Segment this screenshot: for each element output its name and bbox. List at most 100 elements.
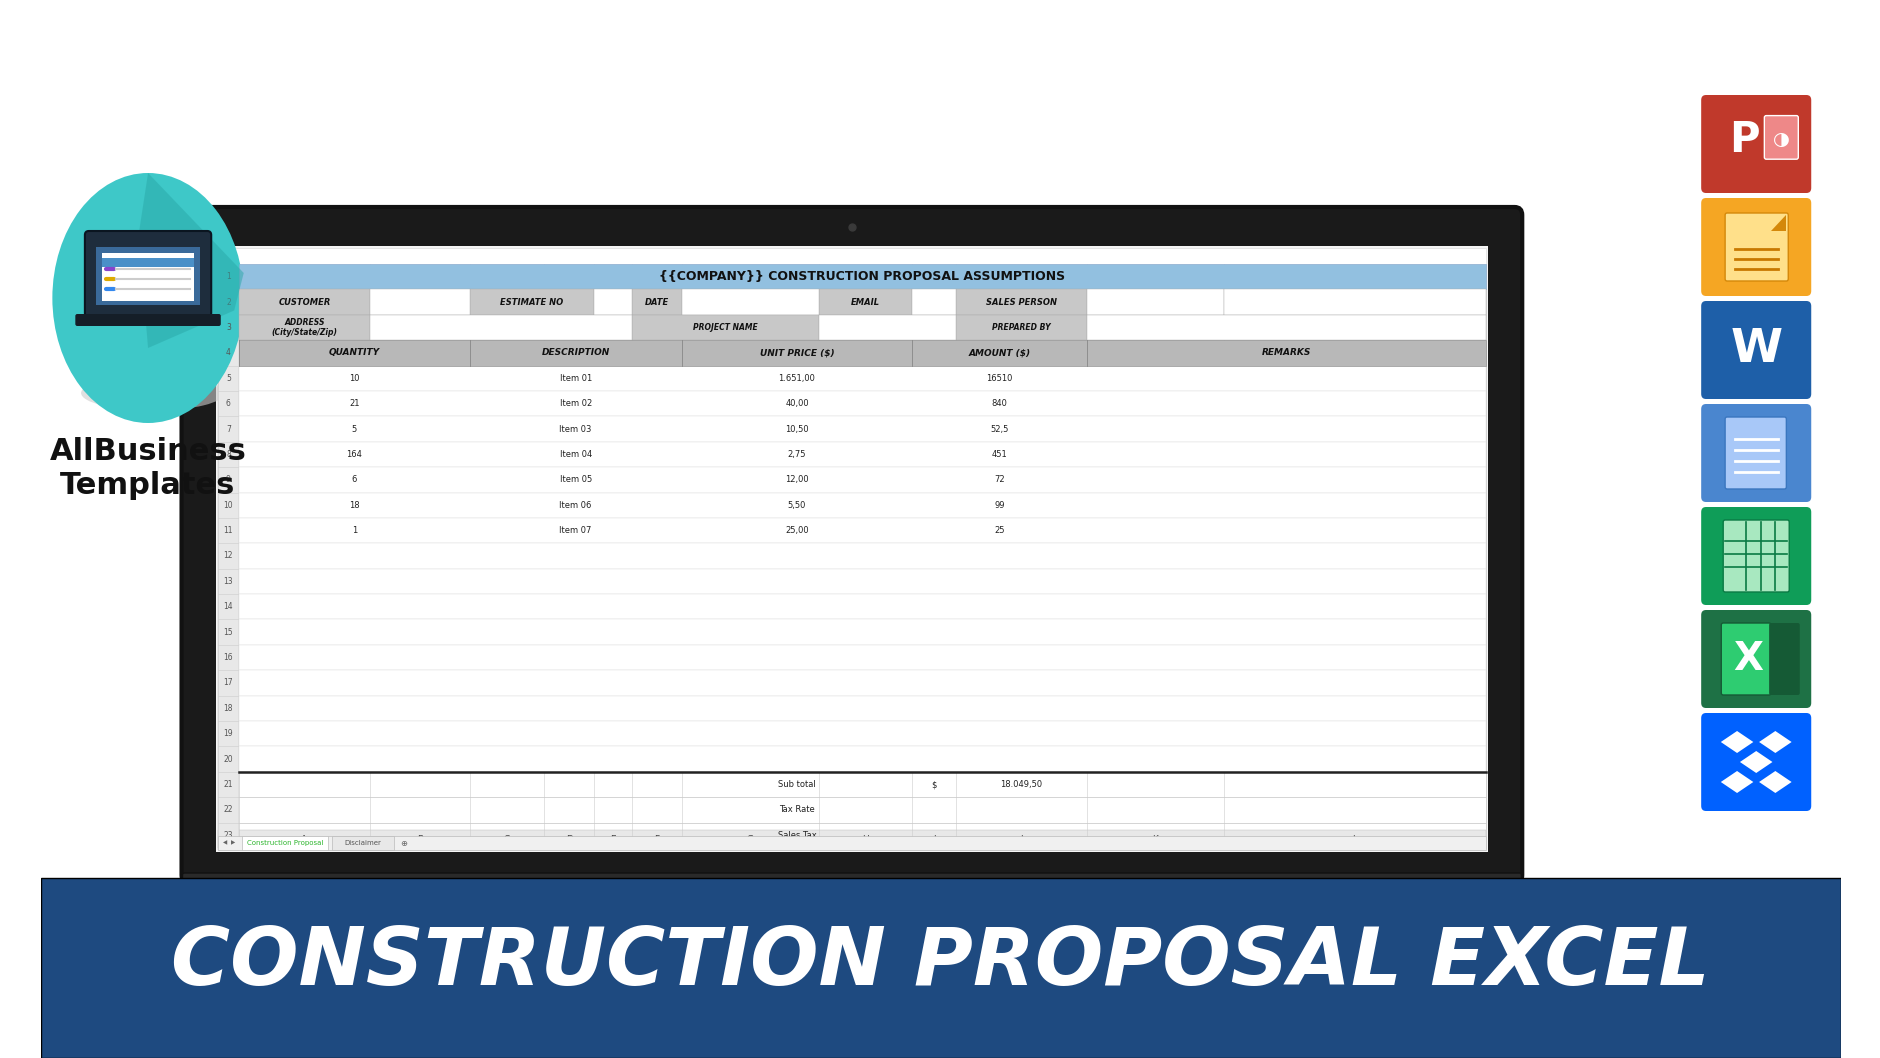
Ellipse shape bbox=[53, 174, 244, 423]
Text: 840: 840 bbox=[991, 399, 1008, 408]
FancyBboxPatch shape bbox=[632, 290, 681, 315]
FancyBboxPatch shape bbox=[239, 264, 1485, 290]
Text: 10: 10 bbox=[350, 373, 359, 383]
Text: ◑: ◑ bbox=[1771, 130, 1790, 149]
Text: ESTIMATE NO: ESTIMATE NO bbox=[500, 297, 564, 307]
FancyBboxPatch shape bbox=[370, 315, 632, 341]
FancyBboxPatch shape bbox=[75, 314, 220, 326]
FancyBboxPatch shape bbox=[1087, 315, 1485, 341]
Text: J: J bbox=[1019, 835, 1023, 843]
FancyBboxPatch shape bbox=[239, 468, 1485, 493]
FancyBboxPatch shape bbox=[1700, 198, 1810, 296]
Text: B: B bbox=[417, 835, 423, 843]
Text: 5: 5 bbox=[352, 424, 357, 434]
FancyBboxPatch shape bbox=[1700, 404, 1810, 501]
Text: DATE: DATE bbox=[645, 297, 669, 307]
Text: 2,75: 2,75 bbox=[788, 450, 807, 459]
Text: Item 01: Item 01 bbox=[558, 373, 592, 383]
FancyBboxPatch shape bbox=[233, 922, 1468, 941]
FancyBboxPatch shape bbox=[1763, 115, 1797, 159]
FancyBboxPatch shape bbox=[818, 315, 955, 341]
Text: 40,00: 40,00 bbox=[784, 399, 808, 408]
Text: K: K bbox=[1152, 835, 1158, 843]
Polygon shape bbox=[1758, 731, 1790, 753]
Text: EMAIL: EMAIL bbox=[850, 297, 880, 307]
Text: 16510: 16510 bbox=[985, 373, 1011, 383]
Text: 25,00: 25,00 bbox=[784, 526, 808, 535]
Text: Disclaimer: Disclaimer bbox=[344, 840, 382, 846]
FancyBboxPatch shape bbox=[239, 671, 1485, 696]
FancyBboxPatch shape bbox=[1769, 623, 1799, 695]
FancyBboxPatch shape bbox=[955, 315, 1087, 341]
Text: Item 03: Item 03 bbox=[558, 424, 592, 434]
FancyBboxPatch shape bbox=[239, 366, 1485, 391]
Text: L: L bbox=[1352, 835, 1357, 843]
FancyBboxPatch shape bbox=[370, 290, 470, 315]
Text: ▶: ▶ bbox=[231, 840, 235, 845]
Text: C: C bbox=[504, 835, 509, 843]
FancyBboxPatch shape bbox=[239, 442, 1485, 468]
FancyBboxPatch shape bbox=[182, 873, 1521, 905]
FancyBboxPatch shape bbox=[912, 290, 955, 315]
Text: Item 06: Item 06 bbox=[558, 500, 592, 510]
Text: REMARKS: REMARKS bbox=[1261, 348, 1310, 358]
Text: 10: 10 bbox=[224, 500, 233, 510]
Text: DESCRIPTION: DESCRIPTION bbox=[541, 348, 609, 358]
FancyBboxPatch shape bbox=[1724, 213, 1788, 281]
Text: 2: 2 bbox=[226, 297, 231, 307]
Text: {{COMPANY}} CONSTRUCTION PROPOSAL ASSUMPTIONS: {{COMPANY}} CONSTRUCTION PROPOSAL ASSUMP… bbox=[660, 270, 1064, 284]
Text: W: W bbox=[1730, 328, 1782, 372]
FancyBboxPatch shape bbox=[818, 290, 912, 315]
Text: 16: 16 bbox=[224, 653, 233, 662]
Text: P: P bbox=[1728, 118, 1758, 161]
Text: CUSTOMER: CUSTOMER bbox=[278, 297, 331, 307]
Text: 21: 21 bbox=[224, 780, 233, 789]
Text: 22: 22 bbox=[224, 805, 233, 815]
FancyBboxPatch shape bbox=[1700, 300, 1810, 399]
Text: 451: 451 bbox=[991, 450, 1008, 459]
Polygon shape bbox=[1758, 771, 1790, 794]
FancyBboxPatch shape bbox=[102, 253, 194, 300]
Text: 5,50: 5,50 bbox=[788, 500, 807, 510]
FancyBboxPatch shape bbox=[41, 878, 1841, 1058]
Text: 25: 25 bbox=[995, 526, 1004, 535]
FancyBboxPatch shape bbox=[239, 341, 1485, 366]
Polygon shape bbox=[1771, 215, 1786, 231]
Text: 9: 9 bbox=[226, 475, 231, 485]
Text: AMOUNT ($): AMOUNT ($) bbox=[968, 348, 1030, 358]
FancyBboxPatch shape bbox=[218, 836, 1485, 850]
Polygon shape bbox=[1720, 731, 1752, 753]
Text: $: $ bbox=[931, 780, 936, 789]
FancyBboxPatch shape bbox=[470, 290, 594, 315]
FancyBboxPatch shape bbox=[239, 595, 1485, 620]
Text: 18.049,50: 18.049,50 bbox=[1000, 780, 1042, 789]
Text: Item 07: Item 07 bbox=[558, 526, 592, 535]
Text: Sub total: Sub total bbox=[778, 780, 816, 789]
Text: 14: 14 bbox=[224, 602, 233, 612]
Text: 23: 23 bbox=[224, 831, 233, 840]
FancyBboxPatch shape bbox=[1700, 610, 1810, 708]
Polygon shape bbox=[1720, 771, 1752, 794]
Text: SALES PERSON: SALES PERSON bbox=[985, 297, 1057, 307]
Text: AllBusiness: AllBusiness bbox=[49, 437, 246, 466]
FancyBboxPatch shape bbox=[239, 645, 1485, 671]
Text: 1: 1 bbox=[226, 272, 231, 281]
Text: 99: 99 bbox=[995, 500, 1004, 510]
Text: ADDRESS
(City/State/Zip): ADDRESS (City/State/Zip) bbox=[271, 317, 337, 338]
FancyBboxPatch shape bbox=[239, 722, 1485, 747]
FancyBboxPatch shape bbox=[107, 896, 1594, 931]
Text: PROJECT NAME: PROJECT NAME bbox=[692, 323, 758, 332]
Text: 12: 12 bbox=[224, 551, 233, 561]
FancyBboxPatch shape bbox=[239, 391, 1485, 417]
FancyBboxPatch shape bbox=[1700, 713, 1810, 811]
Text: 15: 15 bbox=[224, 627, 233, 637]
FancyBboxPatch shape bbox=[1700, 95, 1810, 193]
FancyBboxPatch shape bbox=[218, 248, 1485, 850]
Polygon shape bbox=[1739, 751, 1771, 773]
Text: I: I bbox=[932, 835, 934, 843]
FancyBboxPatch shape bbox=[239, 315, 370, 341]
Text: 19: 19 bbox=[224, 729, 233, 738]
Text: Construction Proposal: Construction Proposal bbox=[246, 840, 323, 846]
Text: 20: 20 bbox=[224, 754, 233, 764]
Text: G: G bbox=[746, 835, 754, 843]
